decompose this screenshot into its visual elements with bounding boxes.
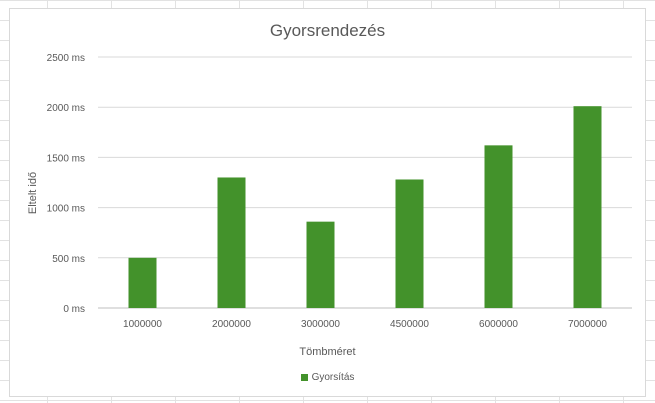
y-tick-label: 500 ms: [52, 254, 85, 265]
y-tick-label: 2000 ms: [47, 103, 85, 114]
bar[interactable]: [306, 221, 335, 308]
bar[interactable]: [395, 179, 424, 308]
legend: Gyorsítás: [10, 372, 645, 383]
legend-swatch: [300, 374, 308, 381]
x-tick-label: 6000000: [479, 319, 518, 330]
x-tick-label: 7000000: [568, 319, 607, 330]
y-tick-label: 0 ms: [63, 304, 85, 315]
x-tick-label: 4500000: [390, 319, 429, 330]
bar[interactable]: [484, 145, 513, 308]
plot-area: 0 ms 500 ms 1000 ms 1500 ms 2000 ms 2500 ms 10…: [47, 53, 632, 330]
chart-title: Gyorsrendezés: [269, 21, 386, 40]
x-tick-label: 3000000: [301, 319, 340, 330]
x-tick-label: 1000000: [123, 319, 162, 330]
bar[interactable]: [573, 106, 602, 308]
x-axis-label: Tömbméret: [299, 346, 356, 358]
x-tick-label: 2000000: [212, 319, 251, 330]
bar[interactable]: [217, 177, 246, 308]
legend-label: Gyorsítás: [311, 372, 355, 383]
y-tick-label: 1500 ms: [47, 153, 85, 164]
y-tick-label: 2500 ms: [47, 53, 85, 64]
bar[interactable]: [128, 257, 157, 308]
y-tick-label: 1000 ms: [47, 204, 85, 215]
chart-area[interactable]: Gyorsrendezés Eltelt idő 0 ms 500 ms 1000 …: [9, 8, 646, 397]
